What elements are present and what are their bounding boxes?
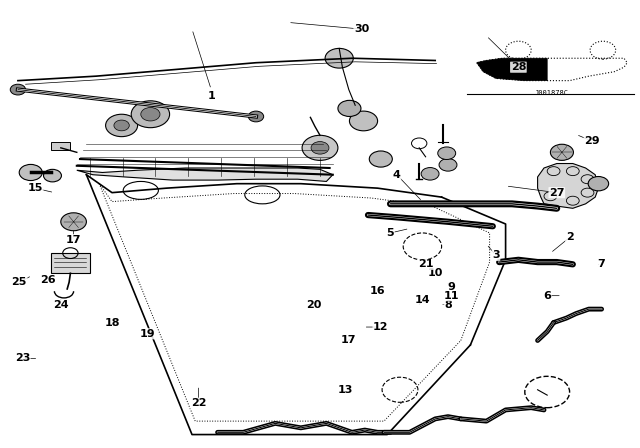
- Text: 6: 6: [543, 291, 551, 301]
- Text: 21: 21: [418, 259, 433, 269]
- Circle shape: [421, 168, 439, 180]
- Text: 5: 5: [387, 228, 394, 238]
- Text: 17: 17: [341, 336, 356, 345]
- Text: 10: 10: [428, 268, 443, 278]
- FancyBboxPatch shape: [51, 253, 90, 273]
- Circle shape: [114, 120, 129, 131]
- Circle shape: [588, 177, 609, 191]
- Circle shape: [44, 169, 61, 182]
- Text: 17: 17: [66, 235, 81, 245]
- Text: 9: 9: [447, 282, 455, 292]
- FancyBboxPatch shape: [51, 142, 70, 150]
- Text: 14: 14: [415, 295, 430, 305]
- Text: 29: 29: [584, 136, 600, 146]
- Polygon shape: [77, 168, 333, 181]
- Circle shape: [311, 142, 329, 154]
- Circle shape: [19, 164, 42, 181]
- Text: 20: 20: [306, 300, 321, 310]
- Polygon shape: [477, 58, 547, 81]
- Circle shape: [325, 48, 353, 68]
- Text: 4: 4: [393, 170, 401, 180]
- Text: 2: 2: [566, 233, 573, 242]
- Circle shape: [349, 111, 378, 131]
- Circle shape: [302, 135, 338, 160]
- Text: 8: 8: [444, 300, 452, 310]
- Circle shape: [439, 159, 457, 171]
- Text: 28: 28: [511, 62, 526, 72]
- Text: J001878C: J001878C: [534, 90, 569, 95]
- Text: 13: 13: [338, 385, 353, 395]
- Circle shape: [438, 147, 456, 159]
- Polygon shape: [538, 164, 598, 208]
- Text: 25: 25: [12, 277, 27, 287]
- Text: 18: 18: [104, 318, 120, 327]
- Circle shape: [131, 101, 170, 128]
- Circle shape: [141, 108, 160, 121]
- Text: 19: 19: [140, 329, 155, 339]
- Text: 26: 26: [40, 275, 56, 285]
- Circle shape: [369, 151, 392, 167]
- Text: 27: 27: [549, 188, 564, 198]
- Text: 11: 11: [444, 291, 459, 301]
- Text: 12: 12: [373, 322, 388, 332]
- Text: 7: 7: [598, 259, 605, 269]
- Text: 3: 3: [492, 250, 500, 260]
- Text: 30: 30: [354, 24, 369, 34]
- Text: 22: 22: [191, 398, 206, 408]
- Text: 1: 1: [207, 91, 215, 101]
- Text: 24: 24: [53, 300, 68, 310]
- Circle shape: [106, 114, 138, 137]
- Circle shape: [338, 100, 361, 116]
- Circle shape: [248, 111, 264, 122]
- Text: 16: 16: [370, 286, 385, 296]
- Circle shape: [10, 84, 26, 95]
- Text: 15: 15: [28, 183, 43, 193]
- Circle shape: [550, 144, 573, 160]
- Circle shape: [61, 213, 86, 231]
- Text: 23: 23: [15, 353, 30, 363]
